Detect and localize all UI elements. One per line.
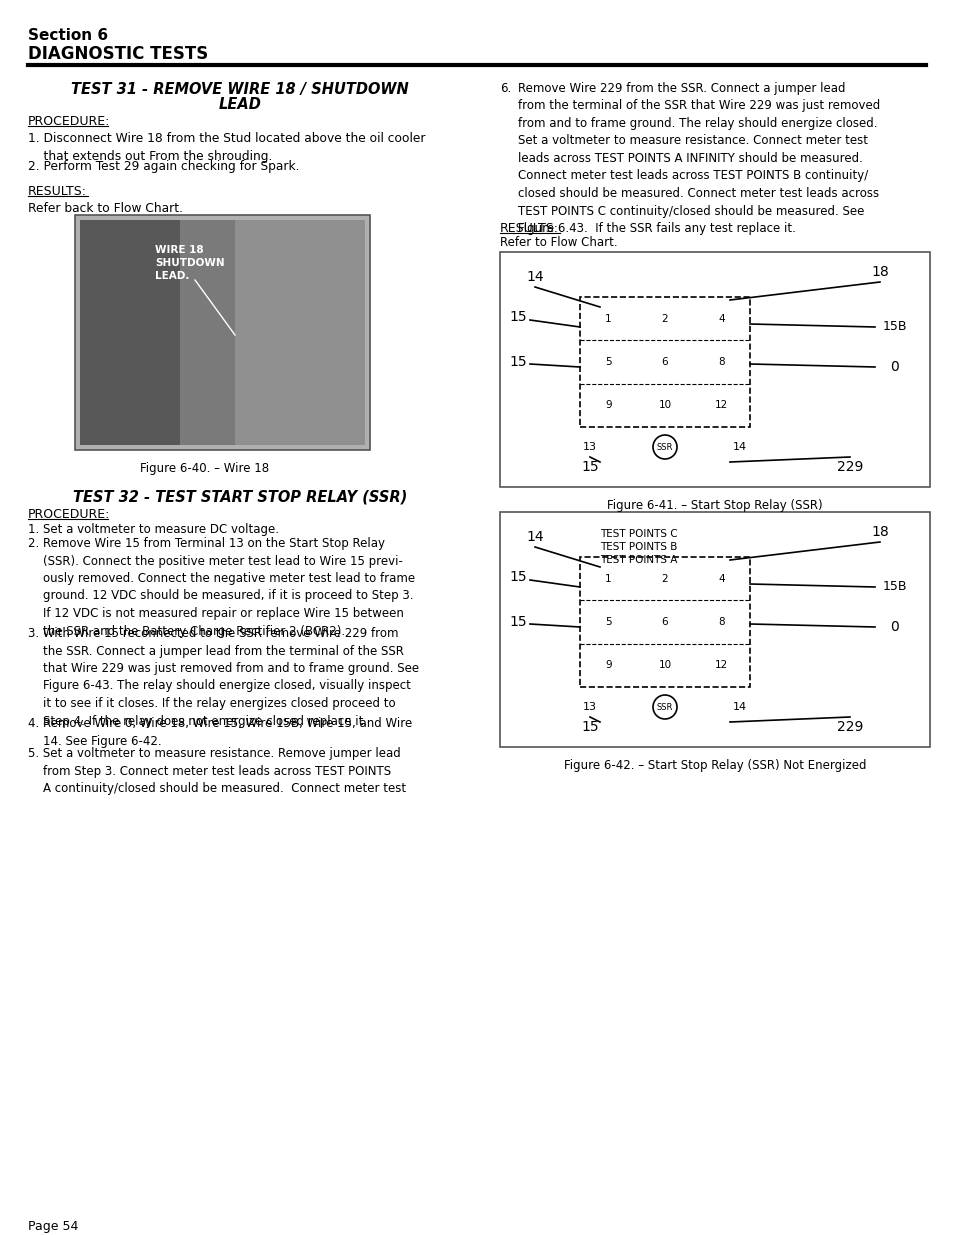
Text: Refer back to Flow Chart.: Refer back to Flow Chart. [28,203,183,215]
Text: RESULTS:: RESULTS: [499,222,558,235]
Text: PROCEDURE:: PROCEDURE: [28,115,111,128]
Text: 8: 8 [718,357,724,367]
Text: Section 6: Section 6 [28,28,108,43]
Text: TEST POINTS B: TEST POINTS B [599,542,677,552]
Text: 229: 229 [836,459,862,474]
Text: 229: 229 [836,720,862,734]
Text: TEST 32 - TEST START STOP RELAY (SSR): TEST 32 - TEST START STOP RELAY (SSR) [72,490,407,505]
Text: TEST POINTS A: TEST POINTS A [599,555,677,564]
Bar [579,296,749,427]
Text: 5: 5 [604,618,611,627]
Text: 2. Remove Wire 15 from Terminal 13 on the Start Stop Relay
    (SSR). Connect th: 2. Remove Wire 15 from Terminal 13 on th… [28,537,415,637]
Bar [579,557,749,687]
Text: 13: 13 [582,442,597,452]
Text: 9: 9 [604,400,611,410]
Text: 2. Perform Test 29 again checking for Spark.: 2. Perform Test 29 again checking for Sp… [28,161,299,173]
Text: 5. Set a voltmeter to measure resistance. Remove jumper lead
    from Step 3. Co: 5. Set a voltmeter to measure resistance… [28,747,406,795]
Text: 13: 13 [582,701,597,713]
Text: Figure 6-41. – Start Stop Relay (SSR): Figure 6-41. – Start Stop Relay (SSR) [606,499,821,513]
Text: 15: 15 [509,571,526,584]
Text: 1. Set a voltmeter to measure DC voltage.: 1. Set a voltmeter to measure DC voltage… [28,522,278,536]
Text: Figure 6-42. – Start Stop Relay (SSR) Not Energized: Figure 6-42. – Start Stop Relay (SSR) No… [563,760,865,772]
Text: 1: 1 [604,314,611,324]
Text: 10: 10 [658,400,671,410]
Text: TEST POINTS C: TEST POINTS C [599,529,677,538]
Text: 2: 2 [661,314,668,324]
Bar [499,513,929,747]
Text: 15B: 15B [882,580,906,594]
Text: 15: 15 [580,459,598,474]
Text: PROCEDURE:: PROCEDURE: [28,508,111,521]
Bar [499,252,929,487]
Text: 18: 18 [870,266,888,279]
Text: 15: 15 [580,720,598,734]
Text: 8: 8 [718,618,724,627]
Text: RESULTS:: RESULTS: [28,185,87,198]
Text: 18: 18 [870,525,888,538]
Text: 15B: 15B [882,321,906,333]
Text: 14: 14 [526,530,543,543]
Text: LEAD: LEAD [218,98,261,112]
Text: 2: 2 [661,574,668,584]
Text: 12: 12 [715,400,727,410]
Text: 5: 5 [604,357,611,367]
Text: WIRE 18
SHUTDOWN
LEAD.: WIRE 18 SHUTDOWN LEAD. [154,245,224,282]
Bar [75,215,370,450]
Text: 10: 10 [658,661,671,671]
Text: Refer to Flow Chart.: Refer to Flow Chart. [499,236,617,249]
Text: 15: 15 [509,310,526,324]
Text: 6.: 6. [499,82,511,95]
Text: Figure 6-40. – Wire 18: Figure 6-40. – Wire 18 [140,462,270,475]
Text: Page 54: Page 54 [28,1220,78,1233]
Text: 6: 6 [661,357,668,367]
Text: 1. Disconnect Wire 18 from the Stud located above the oil cooler
    that extend: 1. Disconnect Wire 18 from the Stud loca… [28,132,425,163]
Text: DIAGNOSTIC TESTS: DIAGNOSTIC TESTS [28,44,208,63]
Text: 4. Remove Wire 0, Wire 18, Wire 15, Wire 15B, Wire 15, and Wire
    14. See Figu: 4. Remove Wire 0, Wire 18, Wire 15, Wire… [28,718,412,747]
Bar [80,220,365,445]
Text: 15: 15 [509,354,526,369]
Text: 4: 4 [718,314,724,324]
Text: 6: 6 [661,618,668,627]
Text: 9: 9 [604,661,611,671]
Text: 14: 14 [526,270,543,284]
Text: 1: 1 [604,574,611,584]
Text: SSR: SSR [656,442,673,452]
Text: SSR: SSR [656,703,673,711]
Text: 14: 14 [732,701,746,713]
Bar [80,220,180,445]
Text: 0: 0 [890,620,899,634]
Text: 3. With Wire 15 reconnected to the SSR remove Wire 229 from
    the SSR. Connect: 3. With Wire 15 reconnected to the SSR r… [28,627,418,727]
Text: 15: 15 [509,615,526,629]
Bar [234,220,365,445]
Text: 4: 4 [718,574,724,584]
Text: 0: 0 [890,359,899,374]
Text: 12: 12 [715,661,727,671]
Text: 14: 14 [732,442,746,452]
Text: TEST 31 - REMOVE WIRE 18 / SHUTDOWN: TEST 31 - REMOVE WIRE 18 / SHUTDOWN [71,82,409,98]
Text: Remove Wire 229 from the SSR. Connect a jumper lead
from the terminal of the SSR: Remove Wire 229 from the SSR. Connect a … [517,82,880,235]
